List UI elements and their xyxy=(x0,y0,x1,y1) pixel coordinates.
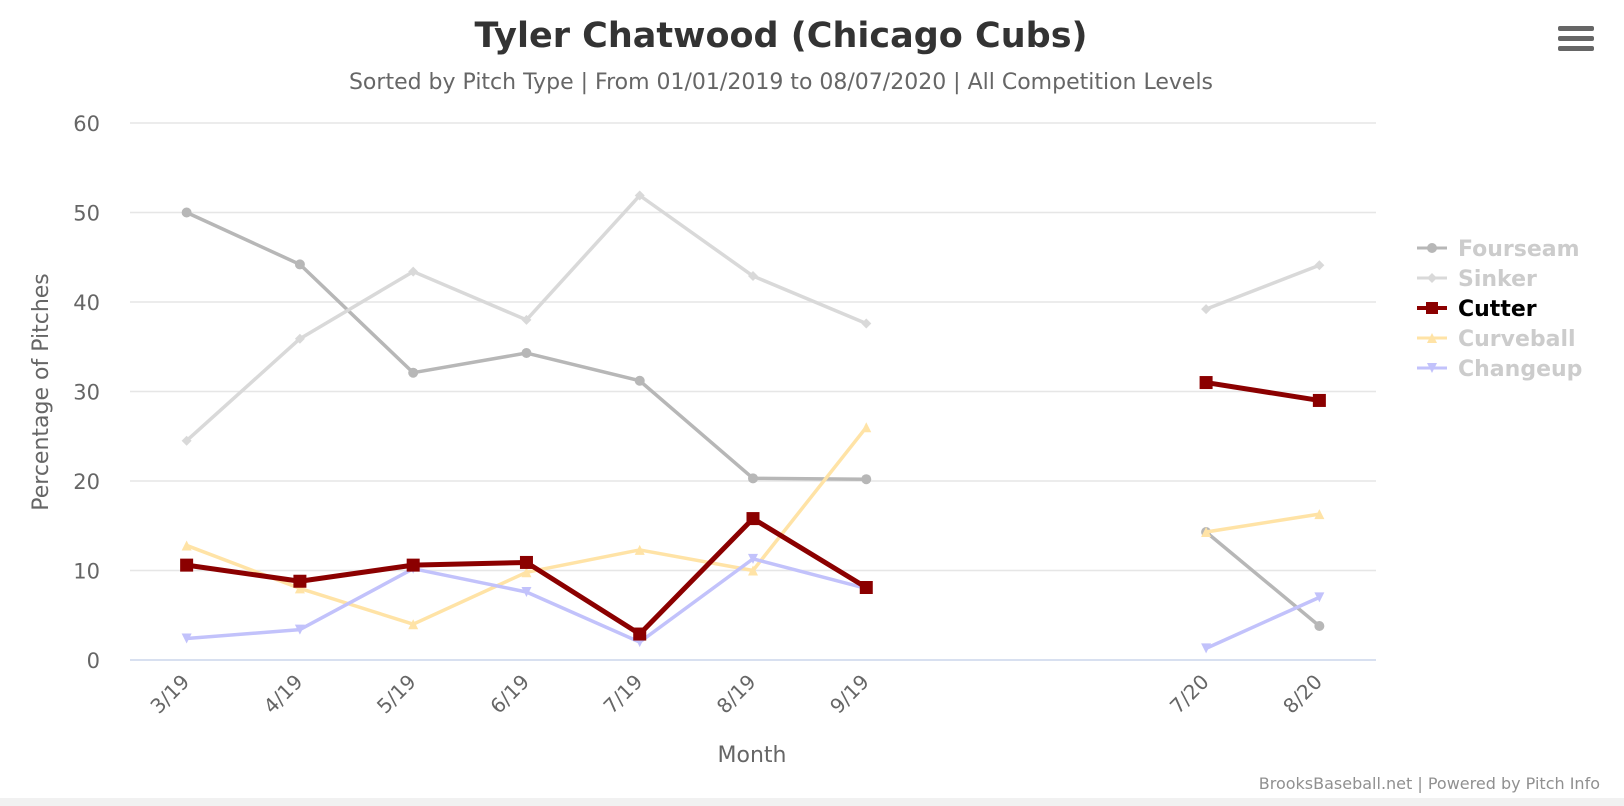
series-line-fourseam xyxy=(1204,530,1322,628)
legend-label: Changeup xyxy=(1458,357,1582,382)
y-axis-label: Percentage of Pitches xyxy=(29,273,54,511)
data-point-changeup xyxy=(521,586,532,597)
data-point-sinker xyxy=(294,333,305,344)
data-point-curveball xyxy=(634,544,645,555)
legend-label: Curveball xyxy=(1458,327,1576,352)
data-point-sinker xyxy=(1314,260,1325,271)
data-point-fourseam xyxy=(861,474,872,485)
series-layer xyxy=(180,190,1326,654)
x-tick-label: 8/20 xyxy=(1278,670,1327,719)
data-point-cutter xyxy=(406,558,420,572)
legend-marker xyxy=(1427,363,1437,373)
x-axis-label: Month xyxy=(718,743,787,768)
data-point-changeup xyxy=(294,624,305,635)
y-tick-label: 40 xyxy=(73,291,100,315)
legend-marker xyxy=(1427,243,1437,253)
legend-marker xyxy=(1427,273,1437,283)
legend-marker xyxy=(1427,333,1437,343)
data-point-sinker xyxy=(1201,304,1212,315)
data-point-fourseam xyxy=(521,348,532,359)
chart-title: Tyler Chatwood (Chicago Cubs) xyxy=(474,16,1087,56)
x-tick-label: 7/19 xyxy=(599,670,648,719)
data-point-sinker xyxy=(748,271,758,282)
chart-subtitle: Sorted by Pitch Type | From 01/01/2019 t… xyxy=(349,70,1213,95)
legend-item-sinker[interactable]: Sinker xyxy=(1417,267,1537,292)
y-tick-label: 20 xyxy=(73,470,100,494)
data-point-changeup xyxy=(748,553,758,564)
data-point-sinker xyxy=(408,266,419,277)
data-point-curveball xyxy=(294,583,305,594)
legend-item-cutter[interactable]: Cutter xyxy=(1417,297,1537,322)
legend-item-curveball[interactable]: Curveball xyxy=(1417,327,1576,352)
hamburger-menu-icon[interactable] xyxy=(1558,26,1594,60)
data-point-curveball xyxy=(181,540,192,551)
series-sinker[interactable] xyxy=(181,190,1325,446)
y-axis: 0 10 20 30 40 50 60 xyxy=(73,112,100,673)
data-point-sinker xyxy=(861,318,872,329)
data-point-cutter xyxy=(633,627,647,641)
data-point-curveball xyxy=(1201,527,1212,538)
series-line-fourseam xyxy=(184,210,869,481)
y-tick-label: 0 xyxy=(87,649,100,673)
y-tick-label: 60 xyxy=(73,112,100,136)
credits-link[interactable]: BrooksBaseball.net | Powered by Pitch In… xyxy=(1259,774,1600,793)
x-tick-label: 4/19 xyxy=(259,670,308,719)
series-line-changeup xyxy=(1204,595,1322,651)
legend-label: Cutter xyxy=(1458,297,1537,322)
data-point-changeup xyxy=(1314,592,1325,603)
x-tick-label: 7/20 xyxy=(1165,670,1214,719)
series-cutter[interactable] xyxy=(180,376,1326,641)
data-point-curveball xyxy=(1314,509,1325,520)
x-tick-label: 5/19 xyxy=(372,670,421,719)
y-tick-label: 10 xyxy=(73,560,100,584)
series-line-sinker xyxy=(1204,263,1322,311)
legend-label: Sinker xyxy=(1458,267,1537,292)
legend: Fourseam Sinker Cutter Curveball Changeup xyxy=(1417,237,1582,382)
data-point-changeup xyxy=(181,633,192,644)
series-fourseam[interactable] xyxy=(181,207,1325,631)
x-tick-label: 9/19 xyxy=(825,670,874,719)
data-point-fourseam xyxy=(181,207,192,218)
legend-item-changeup[interactable]: Changeup xyxy=(1417,357,1582,382)
x-tick-label: 8/19 xyxy=(712,670,761,719)
data-point-cutter xyxy=(859,581,873,595)
data-point-sinker xyxy=(634,190,645,201)
data-point-curveball xyxy=(748,565,758,576)
x-axis: 3/19 4/19 5/19 6/19 7/19 8/19 9/19 7/20 8/20 xyxy=(145,670,1326,719)
legend-label: Fourseam xyxy=(1458,237,1580,262)
series-line-cutter xyxy=(1203,380,1322,403)
data-point-curveball xyxy=(861,422,872,433)
data-point-cutter xyxy=(1312,393,1326,407)
data-point-cutter xyxy=(293,574,307,588)
data-point-curveball xyxy=(408,619,419,630)
data-point-cutter xyxy=(1199,376,1213,390)
y-tick-label: 50 xyxy=(73,202,100,226)
series-line-curveball xyxy=(1204,512,1322,534)
data-point-sinker xyxy=(521,314,532,325)
data-point-fourseam xyxy=(634,375,645,386)
data-point-changeup xyxy=(1201,643,1212,654)
data-point-fourseam xyxy=(294,259,305,270)
data-point-fourseam xyxy=(1314,620,1325,631)
x-tick-label: 3/19 xyxy=(145,670,194,719)
y-tick-label: 30 xyxy=(73,381,100,405)
data-point-cutter xyxy=(746,512,760,526)
data-point-sinker xyxy=(181,435,192,446)
data-point-fourseam xyxy=(748,473,758,484)
data-point-curveball xyxy=(521,567,532,578)
series-curveball[interactable] xyxy=(181,422,1325,630)
x-tick-label: 6/19 xyxy=(485,670,534,719)
legend-marker xyxy=(1426,302,1438,314)
legend-item-fourseam[interactable]: Fourseam xyxy=(1417,237,1580,262)
data-point-fourseam xyxy=(408,367,419,378)
data-point-cutter xyxy=(180,558,194,572)
data-point-cutter xyxy=(519,555,533,569)
